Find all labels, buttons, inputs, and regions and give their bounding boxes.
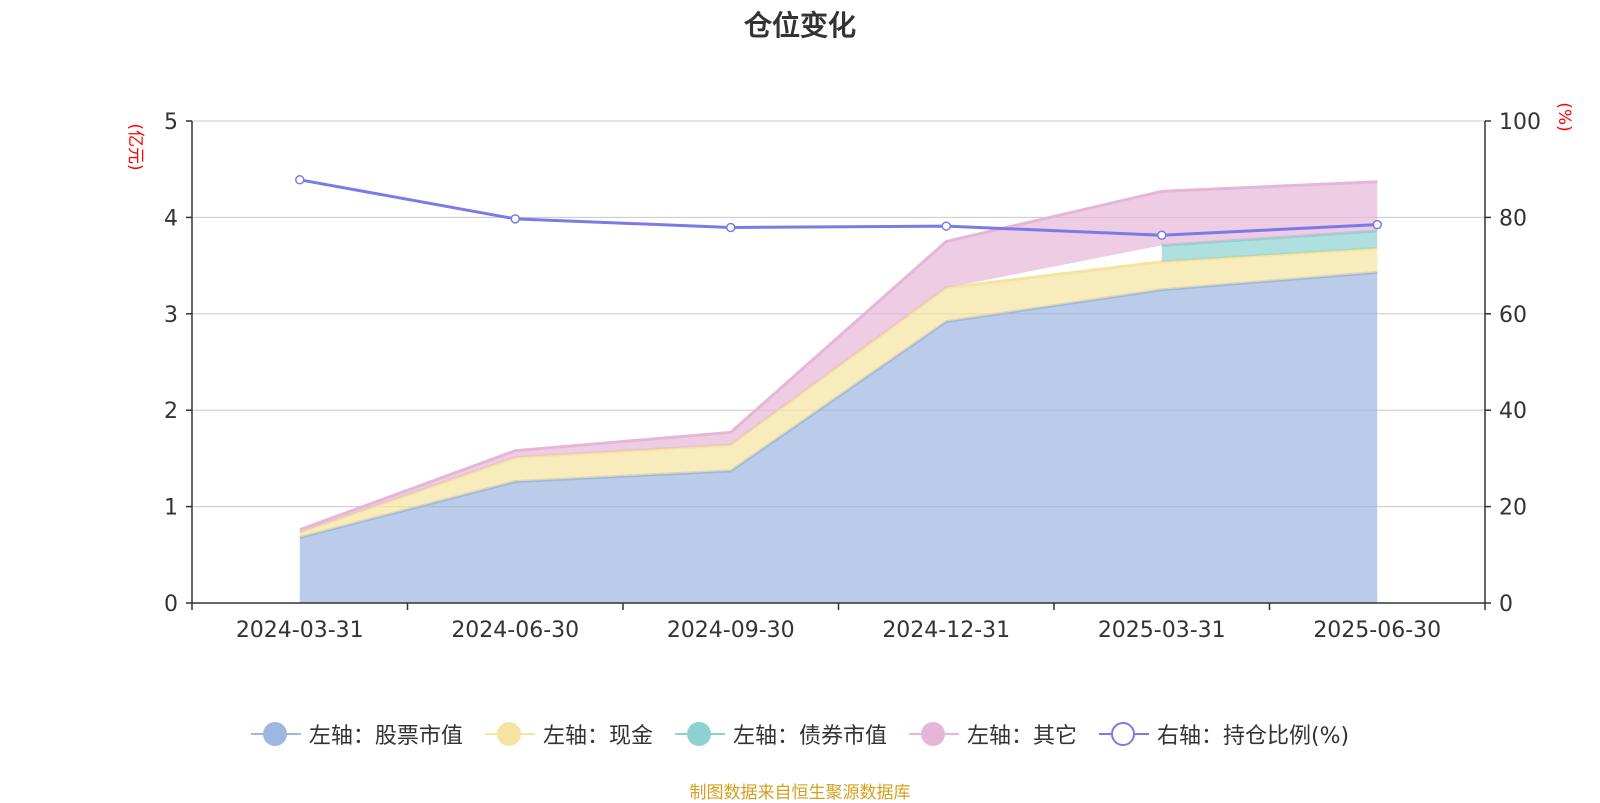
legend: 左轴：股票市值 左轴：现金 左轴：债券市值 左轴：其它 右轴：持仓比例(%): [0, 718, 1600, 750]
left-tick-label: 1: [164, 496, 178, 521]
other-area: [299, 181, 1378, 533]
left-tick-label: 3: [164, 303, 178, 328]
left-tick-label: 0: [164, 592, 178, 617]
axis-labels: 0 1 2 3 4 5 0 20 40 60 80 100 2024-03-31 2024-06-30 20…: [125, 102, 1574, 643]
left-axis-unit-label: (亿元): [125, 123, 145, 170]
ratio-line: [299, 178, 1378, 237]
other-area-edge: [299, 180, 1378, 532]
legend-item[interactable]: 左轴：现金: [484, 718, 653, 750]
legend-marker-icon: [484, 721, 535, 747]
source-note: 制图数据来自恒生聚源数据库: [689, 783, 911, 803]
ratio-point: [726, 222, 736, 233]
legend-label: 左轴：现金: [542, 724, 653, 749]
right-axis-unit-label: (%): [1554, 102, 1574, 131]
legend-item[interactable]: 左轴：股票市值: [250, 718, 463, 750]
chart-canvas: 0 1 2 3 4 5 0 20 40 60 80 100 2024-03-31 2024-06-30 20…: [125, 102, 1574, 643]
legend-label: 左轴：股票市值: [308, 724, 463, 749]
cash-area: [299, 248, 1378, 538]
x-tick-label: 2024-03-31: [236, 618, 364, 643]
right-tick-label: 20: [1499, 496, 1527, 521]
legend-marker-icon: [250, 721, 301, 747]
left-tick-label: 5: [164, 110, 178, 135]
legend-label: 左轴：其它: [966, 724, 1077, 749]
legend-marker-icon: [674, 721, 725, 747]
x-tick-label: 2024-12-31: [882, 618, 1010, 643]
legend-item[interactable]: 左轴：债券市值: [674, 718, 887, 750]
ratio-line-series: [295, 175, 1382, 240]
axes: [186, 120, 1491, 610]
stock-area: [299, 272, 1378, 603]
right-tick-label: 60: [1499, 303, 1527, 328]
x-tick-label: 2025-03-31: [1098, 618, 1226, 643]
ratio-point: [941, 221, 951, 231]
bond-area: [1161, 230, 1378, 262]
x-tick-label: 2025-06-30: [1313, 618, 1441, 643]
legend-item[interactable]: 右轴：持仓比例(%): [1098, 718, 1350, 750]
legend-marker-icon: [908, 721, 959, 747]
ratio-point: [295, 175, 305, 185]
area-series: [299, 180, 1378, 603]
left-tick-label: 4: [164, 206, 178, 231]
legend-label: 左轴：债券市值: [732, 724, 887, 749]
ratio-point: [510, 214, 520, 224]
legend-marker-icon: [1098, 721, 1149, 747]
legend-label: 右轴：持仓比例(%): [1156, 724, 1350, 749]
left-tick-label: 2: [164, 399, 178, 424]
right-tick-label: 80: [1499, 206, 1527, 231]
right-tick-label: 100: [1499, 110, 1541, 135]
x-tick-label: 2024-09-30: [667, 618, 795, 643]
ratio-point: [1157, 230, 1167, 240]
x-tick-label: 2024-06-30: [451, 618, 579, 643]
legend-item[interactable]: 左轴：其它: [908, 718, 1077, 750]
right-tick-label: 40: [1499, 399, 1527, 424]
right-tick-label: 0: [1499, 592, 1513, 617]
chart-title: 仓位变化: [743, 9, 856, 42]
ratio-point: [1372, 219, 1382, 230]
